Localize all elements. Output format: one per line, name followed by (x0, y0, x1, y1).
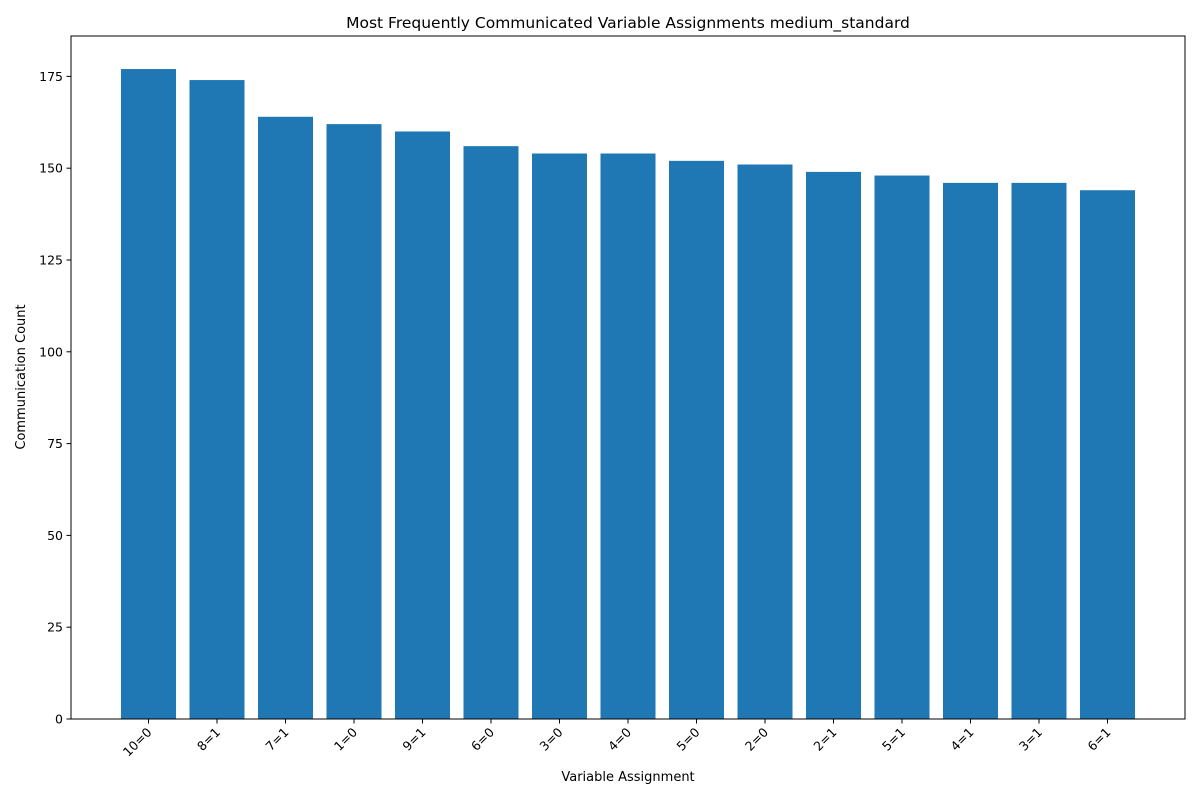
x-tick-label: 10=0 (120, 724, 155, 759)
x-tick-label: 1=0 (331, 724, 360, 753)
x-tick-label: 3=1 (1016, 725, 1045, 754)
bar-4=0 (600, 153, 656, 719)
y-tick-label: 75 (47, 436, 63, 451)
bar-7=1 (258, 116, 313, 719)
bar-5=0 (669, 160, 724, 720)
bar-2=0 (737, 164, 793, 719)
x-tick-label: 5=1 (879, 725, 908, 754)
bar-3=0 (532, 153, 587, 719)
bar-3=1 (1011, 182, 1067, 719)
bar-2=1 (806, 171, 861, 719)
bar-4=1 (943, 182, 998, 719)
y-tick-label: 175 (39, 69, 63, 84)
x-tick-label: 6=1 (1084, 725, 1113, 754)
chart-title: Most Frequently Communicated Variable As… (346, 14, 910, 33)
bar-6=0 (463, 146, 519, 719)
x-tick-label: 5=0 (673, 724, 702, 753)
x-axis-label: Variable Assignment (561, 770, 694, 785)
x-tick-label: 2=0 (742, 724, 771, 753)
bar-1=0 (326, 124, 382, 719)
y-tick-label: 0 (55, 712, 63, 727)
x-tick-label: 8=1 (194, 725, 223, 754)
bar-9=1 (395, 131, 450, 720)
x-tick-label: 4=1 (947, 725, 976, 754)
bar-8=1 (189, 80, 245, 719)
y-tick-label: 125 (39, 252, 63, 267)
y-axis: 0 25 50 75 100 125 150 175 (39, 69, 71, 727)
y-axis-label: Communication Count (14, 304, 29, 449)
y-tick-label: 150 (39, 161, 63, 176)
x-tick-label: 6=0 (468, 724, 497, 753)
y-tick-label: 100 (39, 344, 63, 359)
y-tick-label: 50 (47, 528, 63, 543)
x-tick-label: 2=1 (810, 725, 839, 754)
x-axis: 10=0 8=1 7=1 1=0 9=1 6=0 3=0 4=0 5=0 2=0 2=1 5=1 4=1… (120, 719, 1114, 759)
x-tick-label: 4=0 (605, 724, 634, 753)
x-tick-label: 7=1 (262, 725, 291, 754)
y-tick-label: 25 (47, 620, 63, 635)
bar-6=1 (1080, 190, 1135, 720)
x-tick-label: 3=0 (536, 724, 565, 753)
bar-5=1 (874, 175, 930, 720)
bar-10=0 (121, 69, 176, 720)
x-tick-label: 9=1 (399, 725, 428, 754)
plot-area (70, 35, 1186, 720)
